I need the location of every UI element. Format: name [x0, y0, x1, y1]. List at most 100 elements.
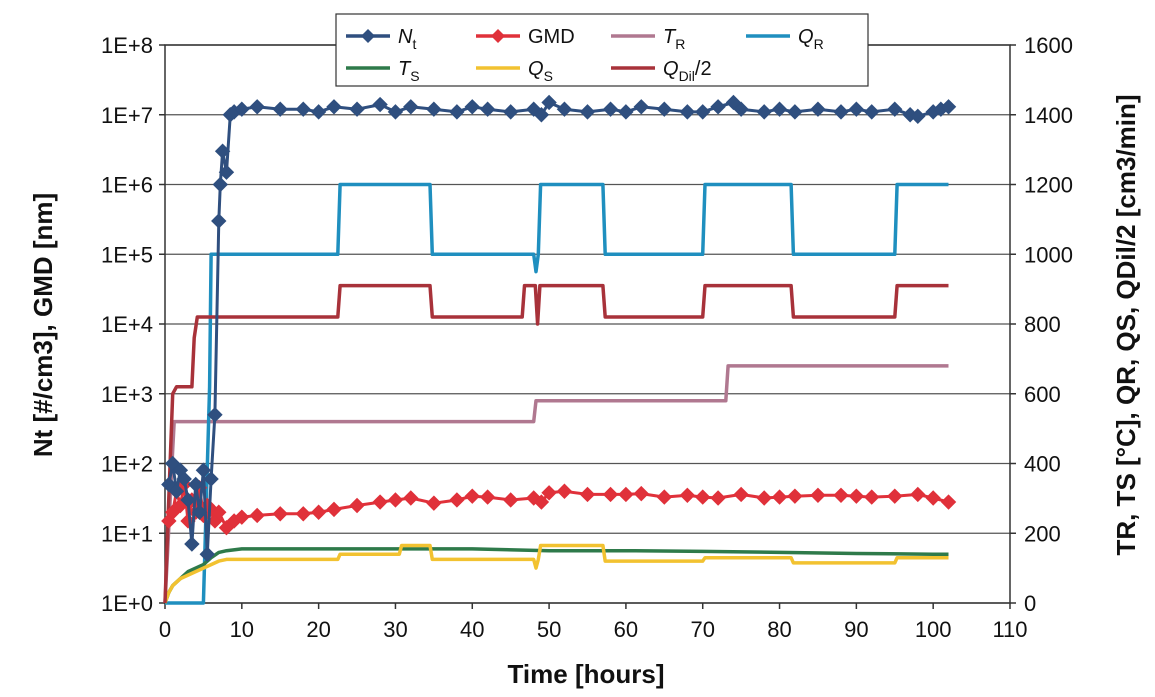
data-point-nt: [541, 94, 557, 111]
data-point-nt: [176, 471, 192, 487]
data-point-nt: [234, 101, 250, 117]
data-point-gmd: [733, 486, 749, 503]
x-axis-title: Time [hours]: [508, 659, 665, 689]
data-point-gmd: [403, 490, 419, 506]
data-point-gmd: [833, 487, 849, 504]
data-point-nt: [733, 101, 749, 117]
x-tick-label: 0: [159, 617, 171, 642]
data-point-nt: [207, 407, 223, 423]
data-point-nt: [810, 101, 826, 117]
left-tick-label: 1E+7: [101, 103, 153, 128]
right-tick-label: 800: [1024, 312, 1061, 337]
data-point-nt: [195, 462, 212, 478]
legend-label-nt: Nt: [398, 26, 416, 52]
data-point-nt: [833, 104, 849, 120]
data-point-nt: [656, 101, 673, 117]
data-point-nt: [602, 101, 619, 117]
data-point-nt: [349, 101, 365, 117]
data-point-gmd: [234, 509, 250, 525]
right-tick-label: 1000: [1024, 242, 1073, 267]
data-point-gmd: [887, 488, 903, 504]
data-point-nt: [502, 104, 519, 120]
data-point-gmd: [771, 489, 788, 505]
left-tick-label: 1E+8: [101, 33, 153, 58]
data-point-nt: [168, 483, 185, 499]
data-point-gmd: [349, 497, 365, 514]
data-point-nt: [180, 492, 196, 508]
legend-label-ts: TS: [398, 58, 420, 84]
right-tick-label: 400: [1024, 452, 1061, 477]
x-tick-label: 110: [992, 617, 1027, 642]
right-axis-title: TR, TS [°C], QR, QS, QDil/2 [cm3/min]: [1111, 94, 1141, 555]
data-point-nt: [161, 476, 177, 493]
data-point-nt: [212, 176, 229, 193]
x-tick-label: 20: [306, 617, 330, 642]
data-point-gmd: [940, 494, 957, 510]
legend-label-tr: TR: [663, 26, 685, 52]
data-point-nt: [533, 107, 550, 123]
data-point-nt: [295, 101, 311, 117]
data-point-gmd: [810, 487, 826, 504]
data-point-nt: [449, 104, 465, 120]
legend-label-qdil-2: QDil/2: [663, 58, 712, 84]
data-point-nt: [249, 99, 265, 115]
legend-marker-nt: [361, 29, 375, 43]
series-line-tr: [163, 364, 949, 604]
left-tick-label: 1E+4: [101, 312, 153, 337]
left-tick-label: 1E+1: [101, 521, 153, 546]
x-tick-label: 30: [383, 617, 407, 642]
data-point-gmd: [602, 486, 619, 503]
right-tick-label: 200: [1024, 521, 1061, 546]
data-point-gmd: [787, 488, 803, 504]
data-point-nt: [771, 101, 788, 117]
data-point-nt: [710, 99, 726, 115]
data-point-gmd: [533, 494, 550, 510]
data-point-nt: [426, 101, 442, 117]
data-point-nt: [188, 476, 204, 493]
data-point-gmd: [541, 485, 557, 501]
data-point-gmd: [372, 494, 388, 510]
left-axis-title: Nt [#/cm3], GMD [nm]: [28, 193, 58, 457]
x-tick-label: 80: [767, 617, 791, 642]
data-point-gmd: [310, 504, 327, 520]
data-point-gmd: [710, 490, 726, 506]
series-line-ts: [163, 547, 949, 604]
right-tick-label: 1400: [1024, 103, 1073, 128]
data-point-nt: [184, 536, 200, 552]
left-tick-label: 1E+2: [101, 452, 153, 477]
data-point-nt: [756, 104, 772, 120]
data-point-gmd: [426, 495, 442, 511]
legend: Nt GMD TR QR TS QS QDil/2: [335, 13, 869, 87]
legend-label-qr: QR: [798, 26, 824, 52]
data-point-gmd: [502, 492, 519, 508]
series-layer: [161, 94, 957, 605]
data-point-nt: [848, 101, 865, 117]
data-point-nt: [464, 99, 480, 115]
x-tick-label: 50: [537, 617, 561, 642]
left-tick-label: 1E+3: [101, 382, 153, 407]
data-point-nt: [479, 101, 496, 117]
x-tick-label: 70: [690, 617, 714, 642]
x-tick-label: 90: [844, 617, 868, 642]
right-tick-label: 0: [1024, 591, 1036, 616]
data-point-nt: [725, 94, 742, 111]
data-point-nt: [199, 546, 215, 562]
data-point-nt: [633, 99, 649, 115]
data-point-gmd: [295, 506, 311, 522]
tick-labels: 1E+01E+11E+21E+31E+41E+51E+61E+71E+80200…: [101, 33, 1073, 642]
data-point-gmd: [910, 486, 926, 503]
data-point-nt: [164, 455, 181, 472]
left-tick-label: 1E+5: [101, 242, 153, 267]
data-point-nt: [940, 99, 957, 115]
x-tick-label: 100: [915, 617, 952, 642]
data-point-gmd: [556, 483, 573, 499]
data-point-nt: [864, 104, 880, 120]
data-point-gmd: [864, 489, 880, 505]
x-tick-label: 40: [460, 617, 484, 642]
data-point-gmd: [656, 489, 673, 505]
legend-marker-gmd: [491, 29, 505, 43]
data-point-nt: [211, 213, 227, 229]
data-point-gmd: [449, 492, 465, 508]
series-line-qr: [165, 182, 949, 605]
